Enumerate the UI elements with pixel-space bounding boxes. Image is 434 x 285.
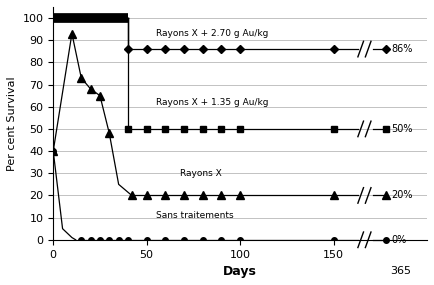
- Text: Rayons X + 1.35 g Au/kg: Rayons X + 1.35 g Au/kg: [156, 98, 269, 107]
- Text: 0%: 0%: [391, 235, 407, 245]
- Text: Rayons X + 2.70 g Au/kg: Rayons X + 2.70 g Au/kg: [156, 29, 268, 38]
- Text: 365: 365: [391, 266, 411, 276]
- Text: 20%: 20%: [391, 190, 413, 200]
- X-axis label: Days: Days: [223, 265, 257, 278]
- Text: Sans traitements: Sans traitements: [156, 211, 233, 220]
- Text: 50%: 50%: [391, 124, 413, 134]
- Text: Rayons X: Rayons X: [180, 169, 222, 178]
- Text: 86%: 86%: [391, 44, 413, 54]
- Y-axis label: Per cent Survival: Per cent Survival: [7, 76, 17, 171]
